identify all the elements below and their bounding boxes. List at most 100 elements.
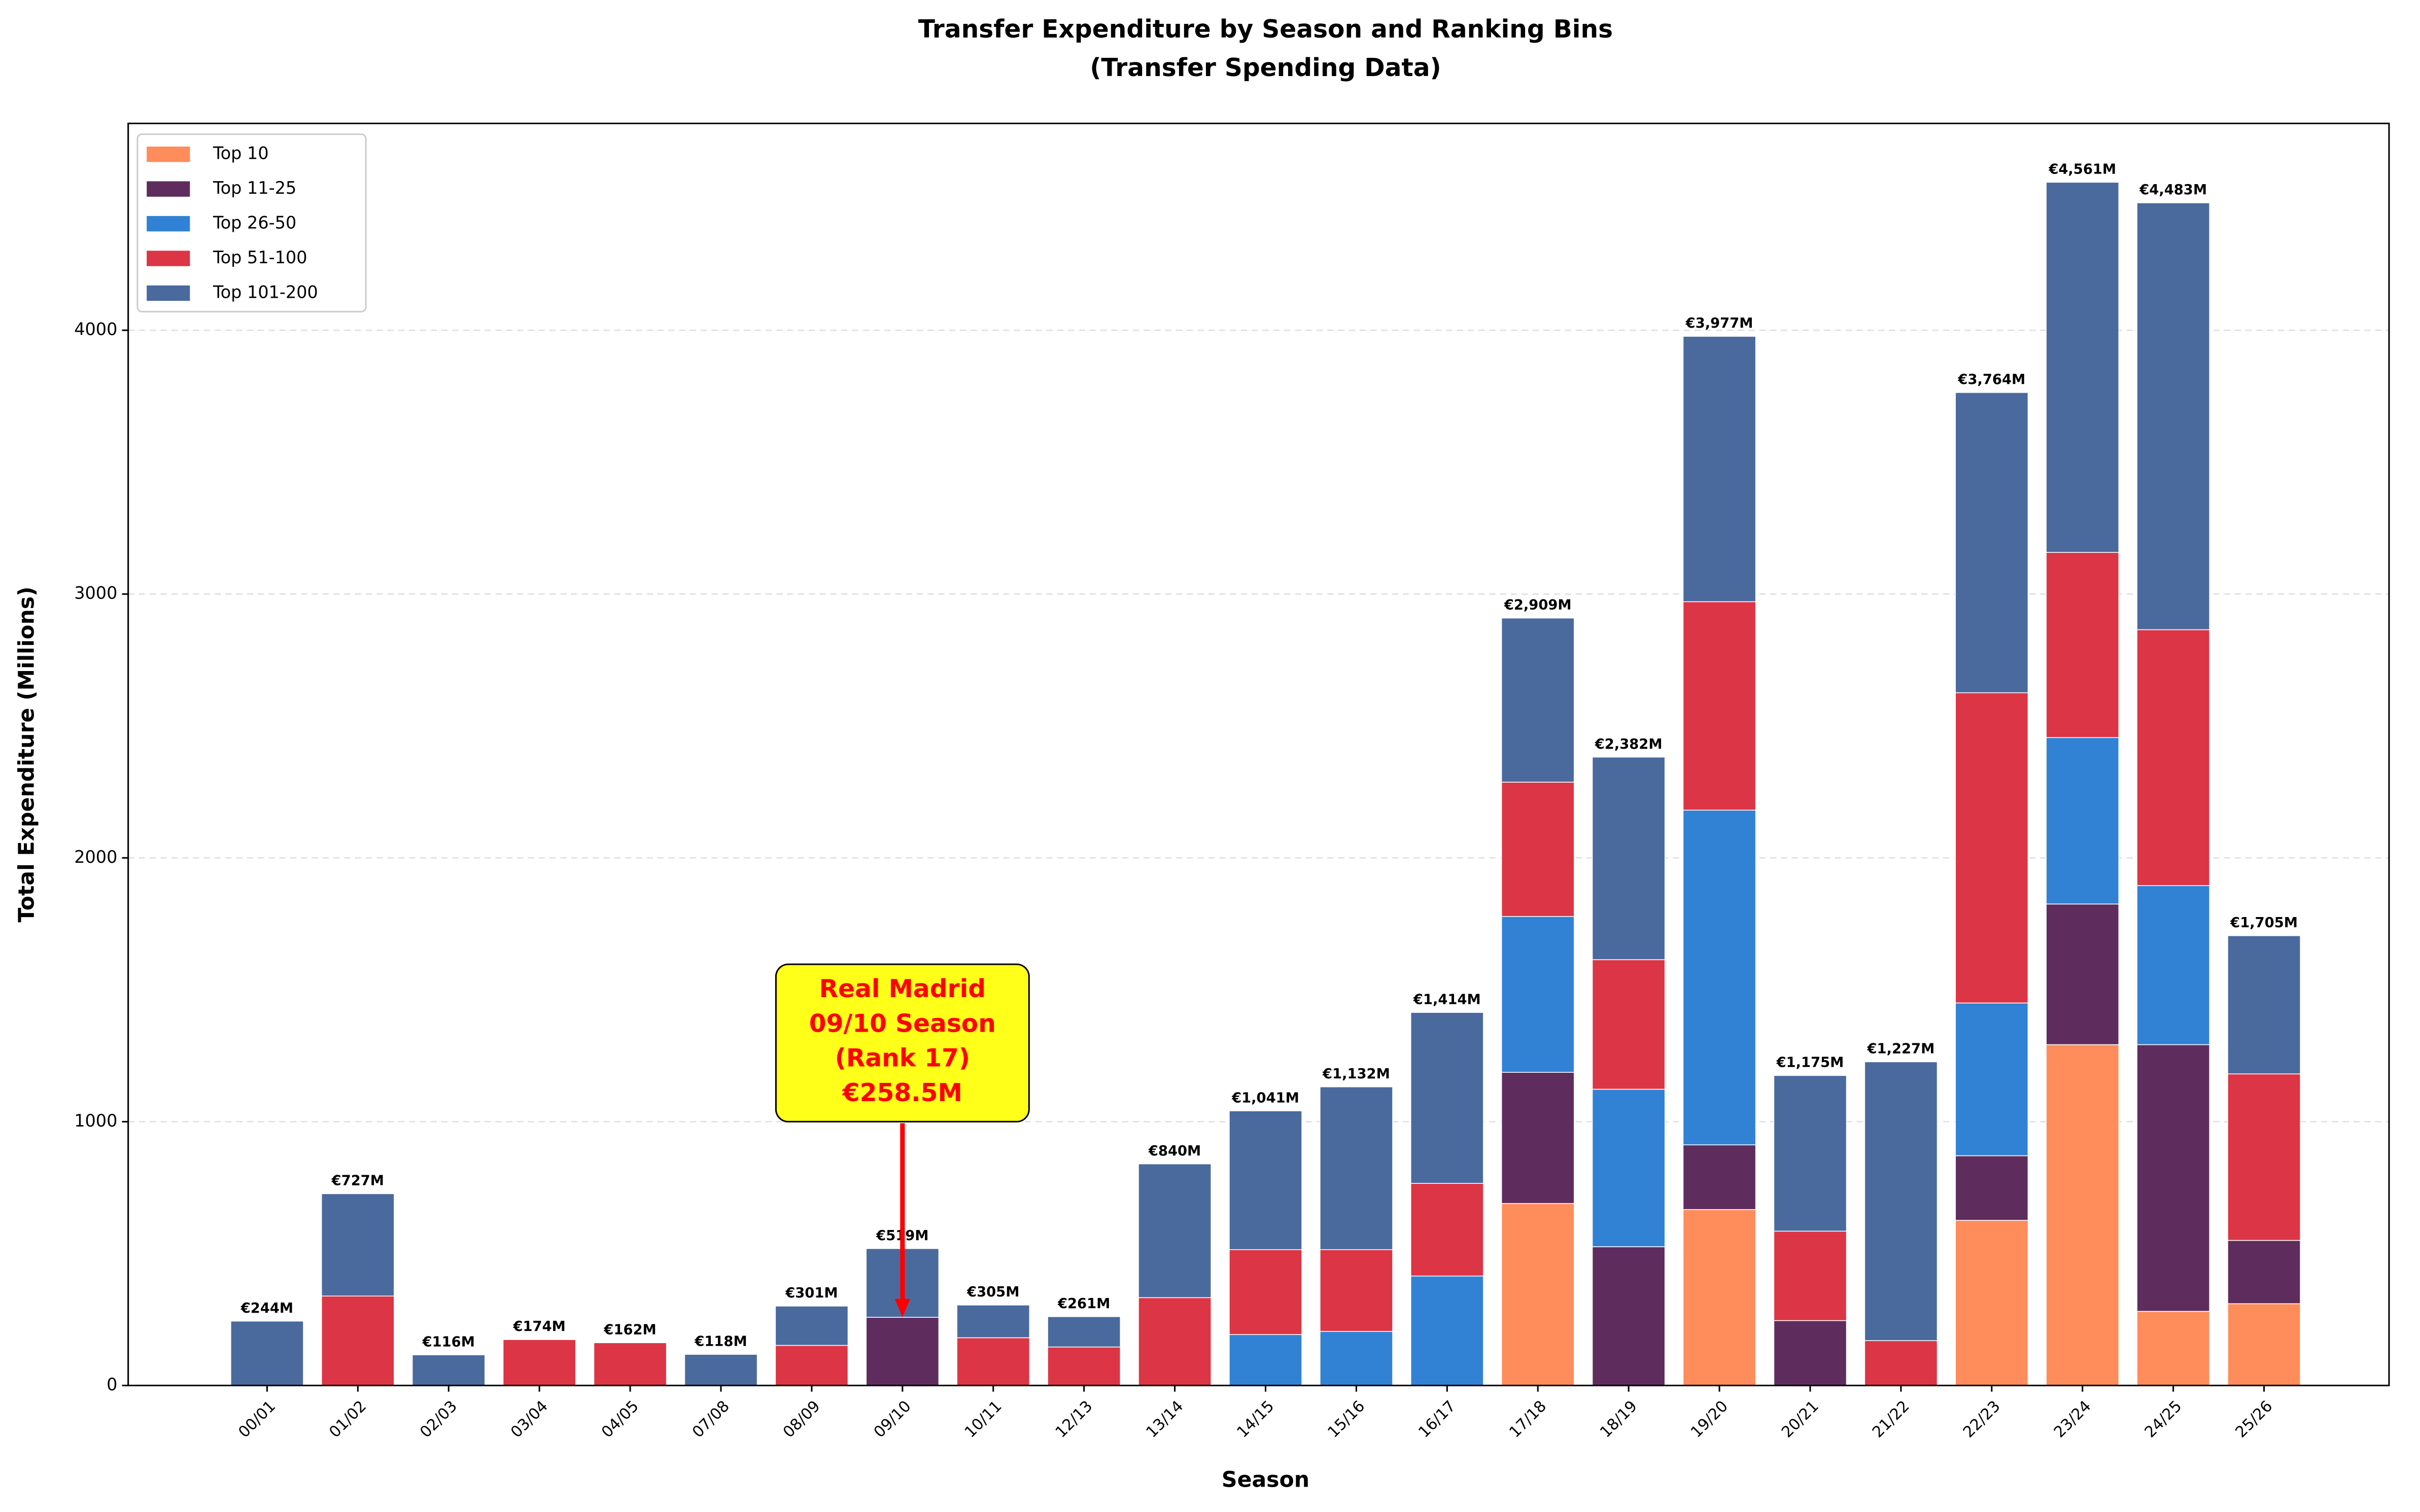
legend-label: Top 101-200 (213, 282, 318, 302)
x-axis-label: Season (1222, 1467, 1309, 1493)
bar-segment (1682, 1144, 1756, 1210)
bar-segment (1864, 1061, 1938, 1341)
legend-box (136, 133, 367, 312)
bar-segment (2046, 1044, 2120, 1386)
bar-segment (2227, 935, 2301, 1075)
x-tick-label: 03/04 (507, 1397, 551, 1441)
y-axis-label: Total Expenditure (Millions) (14, 586, 39, 922)
bar-segment (1410, 1012, 1484, 1184)
x-tick-label: 16/17 (1415, 1397, 1459, 1441)
bar-segment (1955, 392, 2029, 693)
total-label: €840M (1148, 1143, 1201, 1159)
x-tick-label: 21/22 (1869, 1397, 1913, 1441)
bar-segment (1501, 1072, 1575, 1204)
legend-swatch (147, 216, 190, 232)
y-tick-label: 1000 (74, 1111, 117, 1131)
x-tick-label: 00/01 (235, 1397, 280, 1441)
bar-segment (1773, 1230, 1847, 1321)
bar-segment (1682, 601, 1756, 811)
x-tick-label: 17/18 (1506, 1397, 1550, 1441)
bar-segment (1501, 617, 1575, 783)
bar-segment (1229, 1110, 1302, 1250)
bar-segment (1864, 1340, 1938, 1386)
total-label: €4,561M (2048, 161, 2116, 177)
legend-label: Top 10 (213, 144, 269, 163)
x-tick-label: 07/08 (689, 1397, 733, 1441)
bar-segment (1773, 1320, 1847, 1386)
bar-segment (2136, 202, 2210, 630)
total-label: €244M (240, 1300, 293, 1316)
x-tick-label: 08/09 (780, 1397, 824, 1441)
bar-segment (1501, 782, 1575, 917)
total-label: €1,132M (1322, 1066, 1390, 1082)
x-tick-label: 10/11 (961, 1397, 1006, 1441)
bar-segment (1592, 959, 1666, 1090)
total-label: €1,175M (1776, 1055, 1844, 1071)
bar-segment (1955, 1002, 2029, 1156)
bar-segment (2227, 1303, 2301, 1386)
bar-segment (230, 1320, 304, 1386)
bar-segment (2227, 1240, 2301, 1305)
bar-segment (1501, 1203, 1575, 1386)
legend-swatch (147, 285, 190, 301)
total-label: €4,483M (2139, 182, 2207, 198)
annotation-text: 09/10 Season (809, 1009, 996, 1038)
bar-segment (1955, 692, 2029, 1004)
x-tick-label: 20/21 (1778, 1397, 1822, 1441)
bar-segment (2136, 1311, 2210, 1386)
bar-segment (1320, 1249, 1393, 1332)
x-tick-label: 24/25 (2141, 1397, 2186, 1441)
bar-segment (2136, 885, 2210, 1045)
total-label: €2,909M (1504, 597, 1572, 613)
bar-segment (1047, 1346, 1121, 1386)
bar-segment (1138, 1163, 1212, 1298)
bar-segment (1320, 1086, 1393, 1250)
bar-segment (1410, 1275, 1484, 1386)
bar-segment (321, 1193, 395, 1297)
x-tick-label: 23/24 (2051, 1397, 2095, 1441)
bar-segment (1410, 1183, 1484, 1277)
bar-segment (1682, 336, 1756, 603)
legend-label: Top 26-50 (213, 213, 296, 233)
bar-segment (1592, 1246, 1666, 1386)
bar-segment (502, 1339, 576, 1386)
bar-segment (1229, 1334, 1302, 1386)
bar-segment (321, 1295, 395, 1386)
bar-segment (1682, 1209, 1756, 1386)
legend-swatch (147, 181, 190, 197)
bar-segment (593, 1342, 667, 1386)
total-label: €1,414M (1413, 992, 1481, 1007)
total-label: €727M (331, 1173, 384, 1189)
bar-segment (956, 1337, 1030, 1386)
bar-segment (411, 1354, 486, 1386)
annotation-arrowhead (894, 1298, 911, 1318)
annotation-text: (Rank 17) (835, 1044, 970, 1073)
total-label: €301M (785, 1285, 838, 1301)
x-tick-label: 19/20 (1687, 1397, 1732, 1441)
chart-title: Transfer Expenditure by Season and Ranki… (918, 15, 1613, 44)
annotation-text: Real Madrid (819, 975, 986, 1003)
x-tick-label: 04/05 (598, 1397, 642, 1441)
legend-label: Top 11-25 (213, 178, 296, 198)
y-tick-label: 0 (107, 1375, 117, 1394)
x-tick-label: 25/26 (2232, 1397, 2276, 1441)
bar-segment (1682, 810, 1756, 1145)
bar-segment (2046, 903, 2120, 1045)
bar-segment (1955, 1155, 2029, 1221)
bar-segment (1592, 756, 1666, 960)
bar-segment (1773, 1075, 1847, 1232)
total-label: €174M (512, 1319, 565, 1334)
total-label: €1,227M (1867, 1041, 1935, 1057)
bar-segment (1955, 1220, 2029, 1386)
bar-segment (2136, 1044, 2210, 1312)
x-tick-label: 09/10 (871, 1397, 915, 1441)
total-label: €1,705M (2230, 915, 2298, 931)
x-tick-label: 15/16 (1325, 1397, 1369, 1441)
x-tick-label: 14/15 (1234, 1397, 1278, 1441)
x-tick-label: 01/02 (326, 1397, 370, 1441)
y-tick-label: 4000 (74, 320, 117, 339)
y-tick-label: 3000 (74, 583, 117, 603)
y-tick-label: 2000 (74, 847, 117, 867)
legend-swatch (147, 146, 190, 162)
